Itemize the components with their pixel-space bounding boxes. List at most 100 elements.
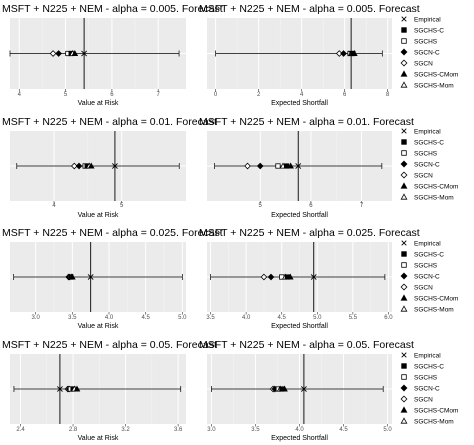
legend-key-empirical — [401, 16, 407, 22]
x-tick-label: 3.0 — [31, 315, 40, 321]
x-axis-label: Expected Shortfall — [271, 212, 328, 219]
panel: MSFT + N225 + NEM - alpha = 0.01. Foreca… — [199, 116, 414, 219]
legend: Empirical SGCHS-C SGCHS SGCN-C SGCN SGCHS-CMo… — [400, 16, 458, 89]
legend-label: SGCN — [414, 60, 433, 67]
point-sgcn-c — [55, 50, 62, 57]
x-tick-label: 5 — [64, 92, 68, 98]
x-tick-label: 3.5 — [251, 427, 260, 433]
legend-key-sgchs — [401, 374, 407, 380]
x-tick-label: 2 — [257, 92, 261, 98]
legend-label: Empirical — [414, 128, 441, 135]
legend-key-empirical — [401, 128, 407, 134]
legend-label: Empirical — [414, 352, 441, 359]
legend-label: Empirical — [414, 16, 441, 23]
point-empirical — [56, 386, 63, 392]
legend-label: SGCN-C — [414, 273, 440, 280]
x-tick-label: 5.0 — [178, 315, 187, 321]
x-tick-label: 7 — [360, 203, 364, 209]
x-axis-label: Value at Risk — [78, 435, 119, 442]
point-sgcn — [49, 50, 57, 57]
x-axis-label: Expected Shortfall — [271, 435, 328, 442]
legend-key-sgchs-c — [401, 27, 407, 33]
x-tick-label: 6 — [343, 92, 347, 98]
panel-title: MSFT + N225 + NEM - alpha = 0.05. Foreca… — [2, 339, 217, 351]
legend-label: SGCHS-C — [414, 139, 444, 146]
legend-key-sgchs-mom — [400, 81, 408, 88]
legend-key-sgcn-c — [400, 160, 408, 168]
legend-key-sgcn — [400, 395, 408, 403]
legend-key-sgcn — [400, 283, 408, 291]
legend-key-sgchs-cmom — [400, 182, 408, 189]
x-tick-label: 4.0 — [242, 315, 251, 321]
legend-label: SGCN — [414, 172, 433, 179]
x-tick-label: 4.5 — [278, 315, 287, 321]
legend-label: SGCHS — [414, 262, 438, 269]
x-tick-label: 8 — [386, 92, 390, 98]
legend: Empirical SGCHS-C SGCHS SGCN-C SGCN SGCHS-CMo… — [400, 128, 458, 201]
x-tick-label: 5.0 — [383, 427, 392, 433]
x-tick-label: 4 — [300, 92, 304, 98]
legend-key-sgcn-c — [400, 384, 408, 392]
point-sgchs-cmom — [286, 273, 294, 280]
x-axis-label: Expected Shortfall — [271, 100, 328, 107]
legend-label: SGCN — [414, 284, 433, 291]
legend-label: SGCHS-CMom — [414, 183, 458, 190]
legend-label: SGCHS — [414, 150, 438, 157]
legend-key-sgchs-cmom — [400, 294, 408, 301]
legend-label: SGCHS-CMom — [414, 71, 458, 78]
panel-title: MSFT + N225 + NEM - alpha = 0.05. Foreca… — [199, 339, 414, 351]
x-tick-label: 3.0 — [207, 427, 216, 433]
point-sgchs-cmom — [87, 162, 95, 169]
panel: MSFT + N225 + NEM - alpha = 0.025. Forec… — [199, 227, 420, 330]
legend-key-sgcn-c — [400, 48, 408, 56]
point-sgchs-cmom — [287, 162, 294, 169]
legend-label: SGCHS-C — [414, 251, 444, 258]
legend-label: SGCN — [414, 396, 433, 403]
legend-label: SGCHS-CMom — [414, 407, 458, 414]
legend-key-sgchs-mom — [400, 193, 408, 200]
panel-title: MSFT + N225 + NEM - alpha = 0.01. Foreca… — [2, 116, 217, 128]
x-tick-label: 4.0 — [105, 315, 114, 321]
point-sgchs-cmom — [351, 50, 358, 57]
x-axis-label: Value at Risk — [78, 323, 119, 330]
legend-label: Empirical — [414, 240, 441, 247]
x-tick-label: 4 — [18, 92, 22, 98]
point-sgchs-cmom — [71, 50, 79, 57]
point-empirical — [300, 386, 307, 392]
x-tick-label: 6 — [309, 203, 313, 209]
point-sgchs-cmom — [281, 385, 288, 392]
legend-key-sgchs — [401, 262, 407, 268]
legend-label: SGCHS-C — [414, 27, 444, 34]
legend-label: SGCN-C — [414, 161, 440, 168]
legend-label: SGCHS — [414, 374, 438, 381]
panel-title: MSFT + N225 + NEM - alpha = 0.005. Forec… — [2, 3, 223, 15]
panel: MSFT + N225 + NEM - alpha = 0.05. Foreca… — [2, 339, 217, 442]
x-tick-label: 3.6 — [174, 427, 183, 433]
legend-label: SGCHS-Mom — [414, 194, 454, 201]
legend-label: SGCHS — [414, 38, 438, 45]
legend-label: SGCHS-Mom — [414, 418, 454, 425]
point-sgcn — [244, 162, 251, 170]
point-empirical — [112, 163, 118, 169]
legend-key-sgchs — [401, 150, 407, 156]
legend-key-sgchs — [401, 38, 407, 44]
point-sgcn — [335, 50, 343, 57]
legend-label: SGCHS-Mom — [414, 82, 454, 89]
x-tick-label: 4 — [52, 203, 56, 209]
panel-title: MSFT + N225 + NEM - alpha = 0.005. Forec… — [199, 3, 420, 15]
panel-title: MSFT + N225 + NEM - alpha = 0.01. Foreca… — [199, 116, 414, 128]
panel-title: MSFT + N225 + NEM - alpha = 0.025. Forec… — [2, 227, 223, 239]
point-empirical — [87, 274, 94, 280]
point-sgchs-cmom — [69, 273, 76, 280]
x-tick-label: 3.5 — [68, 315, 77, 321]
point-sgchs — [275, 163, 281, 169]
point-sgcn — [260, 273, 268, 281]
point-sgcn-c — [267, 273, 275, 281]
point-sgcn-c — [256, 162, 264, 170]
legend: Empirical SGCHS-C SGCHS SGCN-C SGCN SGCHS-CMo… — [400, 240, 458, 313]
legend-key-sgcn — [400, 171, 408, 179]
x-tick-label: 4.0 — [295, 427, 304, 433]
x-tick-label: 6.0 — [384, 315, 393, 321]
legend-key-empirical — [401, 352, 407, 358]
